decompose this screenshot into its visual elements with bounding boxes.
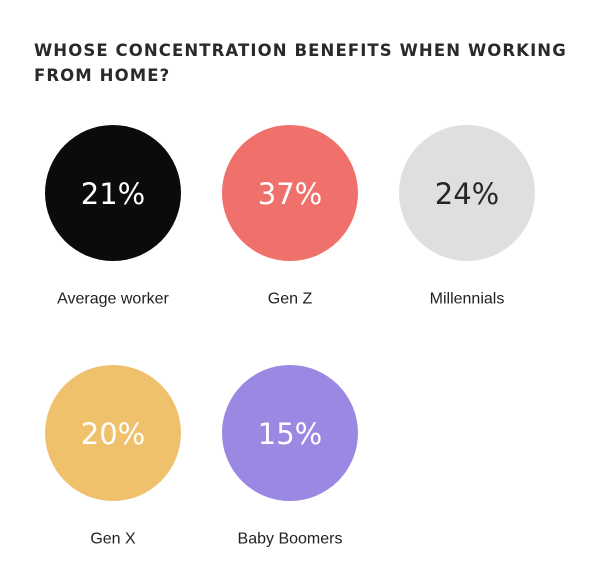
bubble-average-worker	[45, 125, 181, 261]
value-label-millennials: 24%	[435, 177, 499, 211]
category-label-gen-x: Gen X	[90, 531, 136, 548]
category-label-average-worker: Average worker	[57, 291, 169, 308]
bubble-group-baby-boomers: 15% Baby Boomers	[222, 365, 358, 548]
bubble-gen-x	[45, 365, 181, 501]
category-label-baby-boomers: Baby Boomers	[238, 531, 343, 548]
bubble-baby-boomers	[222, 365, 358, 501]
bubble-group-gen-x: 20% Gen X	[45, 365, 181, 548]
bubble-group-average-worker: 21% Average worker	[45, 125, 181, 308]
chart-title: WHOSE CONCENTRATION BENEFITS WHEN WORKIN…	[34, 41, 567, 85]
value-label-gen-x: 20%	[81, 417, 145, 451]
bubble-group-gen-z: 37% Gen Z	[222, 125, 358, 308]
bubble-group-millennials: 24% Millennials	[399, 125, 535, 308]
value-label-baby-boomers: 15%	[258, 417, 322, 451]
value-label-average-worker: 21%	[81, 177, 145, 211]
category-label-millennials: Millennials	[430, 291, 505, 308]
category-label-gen-z: Gen Z	[268, 291, 313, 308]
value-label-gen-z: 37%	[258, 177, 322, 211]
bubble-millennials	[399, 125, 535, 261]
bubble-gen-z	[222, 125, 358, 261]
